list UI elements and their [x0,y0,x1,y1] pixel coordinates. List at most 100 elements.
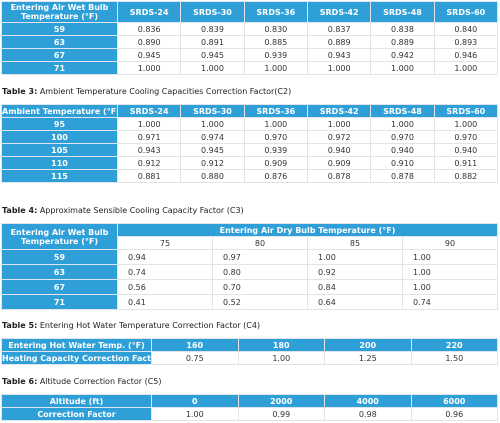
table-cell: 1.000 [180,61,245,75]
table-cell: 0.943 [306,48,372,62]
table-cell: 0.876 [243,169,308,183]
table-header-row: Altitude (ft) 0 2000 4000 6000 [1,394,498,408]
column-header: 160 [151,338,239,352]
table-cell: 1.25 [324,351,412,365]
column-header: SRDS-36 [243,104,308,118]
column-header: SRDS-36 [243,1,308,23]
table-cell: 0.97 [212,249,308,265]
table-cell: 0.837 [306,22,372,36]
column-header: SRDS-60 [433,104,499,118]
table-cell: 0.891 [180,35,245,49]
table-cell: 0.84 [307,279,403,295]
table-cell: 0.881 [116,169,182,183]
table-cell: 0.910 [370,156,435,170]
caption-prefix: Table 3: [2,87,38,96]
table-altitude-correction: Altitude (ft) 0 2000 4000 6000 Correctio… [1,394,498,421]
table-cell: 0.836 [116,22,182,36]
corner-header: Entering Air Wet Bulb Temperature (°F) [1,223,118,250]
table-cell: 1.00 [402,279,498,295]
column-header: SRDS-48 [370,104,435,118]
table-cell: 1.000 [370,117,435,131]
table-row: 95 1.000 1.000 1.000 1.000 1.000 1.000 [1,117,499,131]
table-wet-bulb-correction: Entering Air Wet Bulb Temperature (°F) S… [1,1,499,75]
column-header: 4000 [324,394,412,408]
table-cell: 0.974 [180,130,245,144]
table-cell: 0.939 [243,48,308,62]
column-header: 2000 [237,394,325,408]
table-cell: 0.945 [180,48,245,62]
row-header: Correction Factor [1,407,152,421]
table-cell: 0.885 [243,35,308,49]
table-cell: 0.41 [117,294,213,310]
column-header: 180 [237,338,325,352]
table-cell: 0.74 [117,264,213,280]
table-row: 63 0.74 0.80 0.92 1.00 [1,264,498,280]
table-ambient-temperature: Ambient Temperature (°F) SRDS-24 SRDS-30… [1,104,499,183]
table-cell: 1.00 [151,407,239,421]
table-row: 71 1.000 1.000 1.000 1.000 1.000 1.000 [1,61,499,75]
row-header: 105 [1,143,118,157]
row-header: Heating Capacity Correction Factor [1,351,152,365]
row-header: Entering Hot Water Temp. (°F) [1,338,152,352]
table-cell: 0.889 [306,35,372,49]
table-cell: 0.882 [433,169,499,183]
table-cell: 0.99 [237,407,325,421]
corner-header: Entering Air Wet Bulb Temperature (°F) [1,1,118,23]
table-cell: 1.000 [180,117,245,131]
row-header: 63 [1,35,118,49]
table-cell: 0.890 [116,35,182,49]
row-header: 67 [1,279,118,295]
row-header: Altitude (ft) [1,394,152,408]
table-cell: 0.911 [433,156,499,170]
caption-text: Altitude Correction Factor (C5) [39,377,162,386]
table-cell: 0.889 [370,35,435,49]
caption-text: Entering Hot Water Temperature Correctio… [39,321,261,330]
table-cell: 0.92 [307,264,403,280]
table-cell: 0.96 [410,407,498,421]
row-header: 71 [1,294,118,310]
row-header: 115 [1,169,118,183]
corner-header: Ambient Temperature (°F) [1,104,118,118]
table-row: 63 0.890 0.891 0.885 0.889 0.889 0.893 [1,35,499,49]
column-header: 85 [307,236,403,250]
table-cell: 1.00 [402,264,498,280]
column-header: 6000 [410,394,498,408]
table-cell: 0.878 [306,169,372,183]
table-cell: 0.970 [433,130,499,144]
column-header: SRDS-24 [116,104,182,118]
column-header: SRDS-30 [180,1,245,23]
table-cell: 0.912 [180,156,245,170]
column-header: SRDS-30 [180,104,245,118]
table-cell: 1.00 [237,351,325,365]
table-cell: 0.940 [306,143,372,157]
table-cell: 0.909 [243,156,308,170]
table-cell: 0.940 [370,143,435,157]
row-header: 63 [1,264,118,280]
table-cell: 1.000 [243,117,308,131]
table-cell: 0.830 [243,22,308,36]
table-cell: 0.940 [433,143,499,157]
table-cell: 0.94 [117,249,213,265]
table-row: 59 0.94 0.97 1.00 1.00 [1,249,498,265]
table-cell: 0.74 [402,294,498,310]
table-cell: 1.50 [410,351,498,365]
table-row: 67 0.56 0.70 0.84 1.00 [1,279,498,295]
table-row: 110 0.912 0.912 0.909 0.909 0.910 0.911 [1,156,499,170]
row-header: 59 [1,249,118,265]
table-sensible-cooling: Entering Air Wet Bulb Temperature (°F) E… [1,223,498,310]
table-row: Heating Capacity Correction Factor 0.75 … [1,351,498,365]
table-cell: 0.942 [370,48,435,62]
table-cell: 1.00 [307,249,403,265]
table-row: 59 0.836 0.839 0.830 0.837 0.838 0.840 [1,22,499,36]
table-cell: 0.970 [243,130,308,144]
table-cell: 0.971 [116,130,182,144]
table-header-row: Entering Hot Water Temp. (°F) 160 180 20… [1,338,498,352]
table-header-row: Ambient Temperature (°F) SRDS-24 SRDS-30… [1,104,499,118]
table-cell: 0.880 [180,169,245,183]
table-cell: 0.98 [324,407,412,421]
table-cell: 1.000 [306,117,372,131]
table-cell: 0.70 [212,279,308,295]
table-row: 115 0.881 0.880 0.876 0.878 0.878 0.882 [1,169,499,183]
column-header: SRDS-42 [306,1,372,23]
table-row: 105 0.943 0.945 0.939 0.940 0.940 0.940 [1,143,499,157]
